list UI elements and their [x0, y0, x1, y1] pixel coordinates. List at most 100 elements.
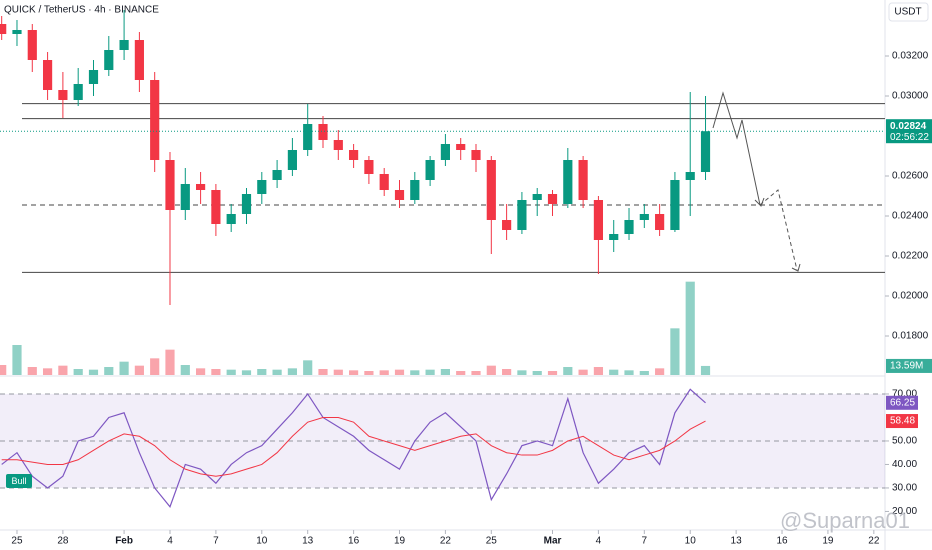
plot-layer: 0.03200 0.03000 0.02600 0.02400 0.02200 0.020… [0, 10, 932, 547]
rsi-ma-line [1, 416, 706, 477]
volume-bar [440, 369, 450, 375]
projection-path-dashed [759, 189, 798, 271]
volume-bar [364, 371, 374, 375]
x-tick-label: Mar [544, 536, 562, 547]
candle-body [119, 40, 129, 50]
candle-body [685, 172, 695, 180]
x-tick-label: 28 [57, 536, 69, 547]
candle-body [655, 214, 665, 230]
x-tick-label: 16 [776, 536, 788, 547]
volume-bar [88, 369, 99, 375]
x-tick-label: Feb [115, 536, 133, 547]
rsi-label-box [886, 395, 918, 410]
x-tick-label: 25 [486, 536, 498, 547]
candle-body [150, 80, 160, 160]
currency-box[interactable] [888, 2, 929, 22]
volume-bar [58, 365, 68, 375]
candle-body [547, 194, 558, 204]
volume-bar [700, 365, 711, 375]
chart-title: QUICK / TetherUS · 4h · BINANCE [4, 5, 159, 16]
arrow-head [791, 263, 801, 272]
y-tick-label: 0.03200 [892, 51, 929, 62]
x-tick-label: 19 [822, 536, 834, 547]
candle-body [287, 150, 297, 170]
candle-body [486, 160, 496, 220]
volume-bar [349, 370, 359, 375]
bull-tag [6, 474, 32, 488]
volume-bar [12, 345, 22, 375]
rsi-label: 66.25 [890, 397, 915, 408]
volume-bar [609, 369, 619, 375]
volume-bar [502, 369, 512, 375]
candle-body [440, 144, 450, 160]
volume-bar [333, 369, 343, 375]
y-tick-label: 0.02600 [892, 171, 929, 182]
current-price-box [886, 119, 932, 144]
volume-bar [211, 369, 221, 375]
x-tick-label: 13 [731, 536, 743, 547]
candle-body [563, 160, 573, 204]
volume-label: 13.59M [890, 361, 923, 372]
volume-bar [563, 367, 573, 375]
rsi-tick-label: 50.00 [892, 436, 917, 447]
candle-body [349, 150, 359, 160]
volume-bar [685, 281, 695, 375]
candle-body [318, 124, 328, 140]
rsi-tick-label: 20.00 [892, 506, 917, 517]
candle-body [502, 220, 512, 230]
candle-body [241, 194, 252, 214]
y-tick-label: 0.02200 [892, 251, 929, 262]
volume-bar [42, 368, 53, 375]
volume-bar [0, 365, 7, 375]
volume-bar [303, 360, 313, 375]
candle-body [670, 180, 680, 230]
candle-body [165, 160, 175, 210]
candle-body [58, 90, 68, 100]
volume-bar [27, 367, 37, 375]
y-tick-label: 0.03000 [892, 91, 929, 102]
volume-bar [104, 367, 114, 375]
volume-bar [471, 371, 481, 375]
volume-bar [670, 328, 680, 375]
candle-body [257, 180, 267, 194]
volume-bar [180, 365, 190, 375]
watermark: @Suparna01 [780, 508, 910, 533]
x-tick-label: 4 [167, 536, 173, 547]
candle-body [364, 160, 374, 174]
volume-bar [624, 370, 634, 375]
projection-path [712, 91, 761, 206]
volume-bar [226, 369, 236, 375]
candle-body [73, 84, 83, 100]
volume-bar [486, 365, 496, 375]
rsi-ma-label: 58.48 [890, 416, 915, 427]
volume-bar [196, 368, 206, 375]
candle-body [700, 131, 711, 172]
candle-body [88, 70, 99, 84]
x-tick-label: 25 [11, 536, 23, 547]
x-tick-label: 7 [213, 536, 219, 547]
candle-body [196, 184, 206, 190]
volume-bar [119, 361, 129, 375]
volume-bar [593, 367, 604, 375]
candle-body [12, 30, 22, 34]
volume-bar [639, 371, 649, 375]
y-tick-label: 0.02400 [892, 211, 929, 222]
volume-bar [134, 365, 144, 375]
volume-bar [425, 369, 435, 375]
candle-body [425, 160, 435, 180]
volume-bar [410, 370, 420, 375]
volume-label-box [886, 358, 932, 373]
rsi-ma-label-box [886, 414, 918, 429]
candle-body [180, 184, 190, 210]
rsi-tick-label: 30.00 [892, 483, 917, 494]
candle-body [226, 214, 236, 224]
candle-body [42, 60, 53, 90]
candle-body [578, 160, 588, 200]
volume-bar [318, 369, 328, 375]
volume-bar [257, 369, 267, 375]
candle-body [394, 190, 405, 200]
currency[interactable]: USDT [894, 7, 921, 18]
candle-body [410, 180, 420, 200]
x-tick-label: 16 [348, 536, 360, 547]
